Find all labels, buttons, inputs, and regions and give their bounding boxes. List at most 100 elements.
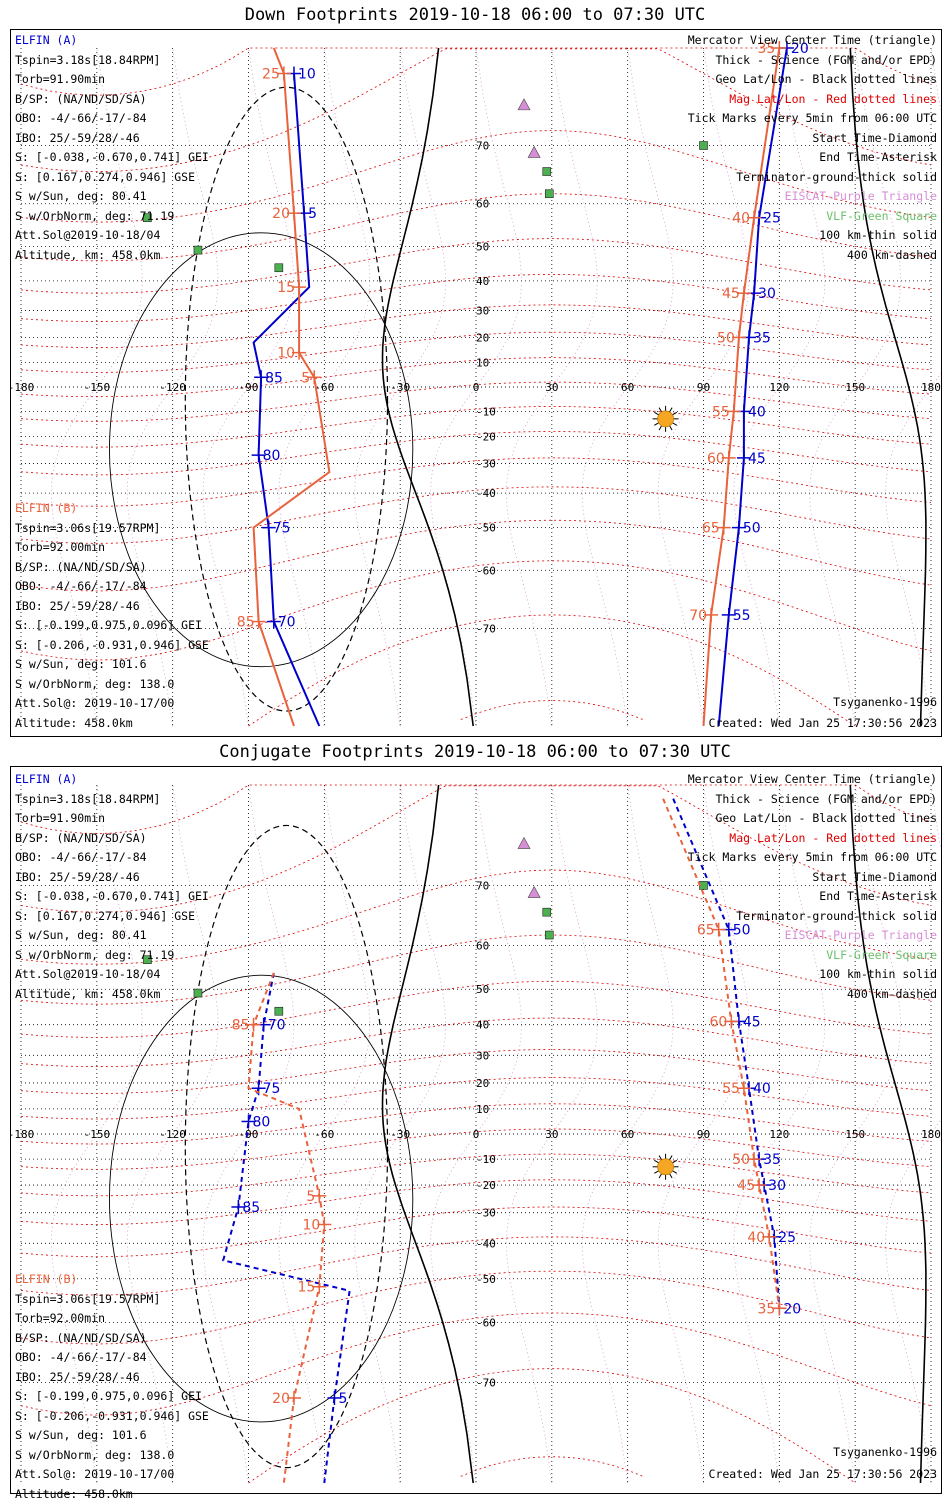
- elfin-b-info-line: Tspin=3.06s[19.57RPM]: [15, 519, 209, 539]
- sun-ray: [673, 423, 677, 426]
- time-tick-label: 85: [242, 1200, 260, 1216]
- legend-entry: 100 km-thin solid: [688, 226, 937, 246]
- elfin-a-info-line: S w/Sun, deg: 80.41: [15, 187, 209, 207]
- elfin-a-info-line: Altitude, km: 458.0km: [15, 246, 209, 266]
- elfin-b-info-line: Torb=92.00min: [15, 538, 209, 558]
- lon-tick-label: -150: [84, 381, 111, 394]
- lon-tick-label: 150: [845, 381, 865, 394]
- lon-tick-label: 0: [473, 1128, 480, 1141]
- elfin-a-info-line: S: [-0.038,-0.670,0.741] GEI: [15, 887, 209, 907]
- lat-tick-label: -70: [476, 1377, 496, 1390]
- lat-tick-label: 60: [476, 198, 489, 211]
- time-tick-label: 55: [712, 404, 730, 420]
- legend-entry: EISCAT-Purple Triangle: [688, 187, 937, 207]
- panel-title-conjugate: Conjugate Footprints 2019-10-18 06:00 to…: [0, 742, 950, 762]
- time-tick-label: 85: [237, 615, 255, 631]
- time-tick-label: 65: [702, 521, 720, 537]
- lat-tick-label: 20: [476, 1077, 489, 1090]
- legend-entry: Geo Lat/Lon - Black dotted lines: [688, 70, 937, 90]
- elfin-a-info-line: S: [0.167,0.274,0.946] GSE: [15, 168, 209, 188]
- time-tick-label: 85: [265, 370, 283, 386]
- lon-tick-label: -120: [159, 381, 186, 394]
- time-tick-label: 35: [753, 330, 771, 346]
- elfin-b-info-line: IBO: 25/-59/28/-46: [15, 597, 209, 617]
- elfin-b-info-line: S: [-0.199,0.975,0.096] GEI: [15, 616, 209, 636]
- lon-tick-label: 30: [545, 381, 558, 394]
- time-tick-label: 10: [277, 346, 295, 362]
- elfin-b-info-line: Tspin=3.06s[19.57RPM]: [15, 1290, 209, 1310]
- time-tick-label: 20: [783, 1301, 801, 1317]
- time-tick-label: 30: [758, 286, 776, 302]
- lat-tick-label: -50: [476, 522, 496, 535]
- time-tick-label: 35: [758, 1301, 776, 1317]
- elfin-a-info-down: ELFIN (A)Tspin=3.18s[18.84RPM]Torb=91.90…: [15, 31, 209, 265]
- legend-entry: VLF-Green Square: [688, 946, 937, 966]
- time-tick-label: 40: [753, 1081, 771, 1097]
- time-tick-label: 70: [268, 1018, 286, 1034]
- time-tick-label: 45: [737, 1178, 755, 1194]
- created-label-down: Created: Wed Jan 25 17:30:56 2023: [709, 716, 937, 730]
- eiscat-site-marker: [528, 146, 540, 157]
- lon-tick-label: 180: [921, 381, 941, 394]
- elfin-a-info-line: S w/OrbNorm, deg: 71.19: [15, 207, 209, 227]
- elfin-b-info-conjugate: ELFIN (B)Tspin=3.06s[19.57RPM]Torb=92.00…: [15, 1270, 209, 1504]
- elfin-a-info-line: Att.Sol@2019-10-18/04: [15, 965, 209, 985]
- time-tick-label: 40: [748, 404, 766, 420]
- elfin-b-info-line: S w/Sun, deg: 101.6: [15, 1426, 209, 1446]
- sun-ray: [670, 1174, 673, 1178]
- lon-tick-label: -60: [314, 1128, 334, 1141]
- legend-entry: Mercator View Center Time (triangle): [688, 770, 937, 790]
- elfin-a-info-line: OBO: -4/-66/-17/-84: [15, 848, 209, 868]
- eiscat-site-marker: [518, 99, 530, 110]
- lat-tick-label: -10: [476, 405, 496, 418]
- sun-ray: [659, 426, 662, 430]
- lat-tick-label: 10: [476, 1103, 489, 1116]
- elfin-a-info-line: S w/OrbNorm, deg: 71.19: [15, 946, 209, 966]
- elfin-b-info-line: Altitude: 458.0km: [15, 714, 209, 734]
- elfin-a-heading: ELFIN (A): [15, 31, 209, 51]
- sun-ray: [654, 412, 658, 415]
- legend-entry: Start Time-Diamond: [688, 868, 937, 888]
- panel-title-down: Down Footprints 2019-10-18 06:00 to 07:3…: [0, 5, 950, 25]
- lat-tick-label: 30: [476, 305, 489, 318]
- lon-tick-label: 60: [621, 381, 634, 394]
- sun-ray: [654, 1160, 658, 1163]
- lon-tick-label: 120: [769, 1128, 789, 1141]
- elfin-a-info-line: Tspin=3.18s[18.84RPM]: [15, 790, 209, 810]
- time-tick-label: 70: [278, 615, 296, 631]
- lat-tick-label: -60: [476, 564, 496, 577]
- lat-tick-label: 70: [476, 879, 489, 892]
- map-panel-conjugate: -180-150-120-90-60-300306090120150180-70…: [10, 766, 942, 1494]
- sun-icon: [658, 1159, 674, 1175]
- time-tick-label: 75: [273, 521, 291, 537]
- lat-tick-label: -30: [476, 1207, 496, 1220]
- lon-tick-label: 0: [473, 381, 480, 394]
- lon-tick-label: -150: [84, 1128, 111, 1141]
- lat-tick-label: -20: [476, 431, 496, 444]
- time-tick-label: 45: [743, 1014, 761, 1030]
- lat-tick-label: -50: [476, 1273, 496, 1286]
- lon-tick-label: -120: [159, 1128, 186, 1141]
- sun-ray: [673, 1171, 677, 1174]
- legend-entry: Thick - Science (FGM and/or EPD): [688, 790, 937, 810]
- elfin-b-info-line: OBO: -4/-66/-17/-84: [15, 1348, 209, 1368]
- sun-ray: [670, 426, 673, 430]
- time-tick-label: 80: [263, 448, 281, 464]
- legend-entry: 100 km-thin solid: [688, 965, 937, 985]
- elfin-a-info-line: B/SP: (NA/ND/SD/SA): [15, 829, 209, 849]
- map-panel-down: -180-150-120-90-60-300306090120150180-70…: [10, 29, 942, 737]
- elfin-a-heading: ELFIN (A): [15, 770, 209, 790]
- vlf-site-marker: [543, 168, 551, 176]
- created-label-conjugate: Created: Wed Jan 25 17:30:56 2023: [709, 1467, 937, 1481]
- lon-tick-label: 30: [545, 1128, 558, 1141]
- elfin-b-info-down: ELFIN (B)Tspin=3.06s[19.57RPM]Torb=92.00…: [15, 499, 209, 733]
- lon-tick-label: 60: [621, 1128, 634, 1141]
- legend-entry: VLF-Green Square: [688, 207, 937, 227]
- mag-parallel: [249, 615, 856, 726]
- legend-entry: Tick Marks every 5min from 06:00 UTC: [688, 848, 937, 868]
- lat-tick-label: 50: [476, 983, 489, 996]
- legend-entry: Tick Marks every 5min from 06:00 UTC: [688, 109, 937, 129]
- legend-entry: Mercator View Center Time (triangle): [688, 31, 937, 51]
- time-tick-label: 5: [306, 1189, 315, 1205]
- legend-entry: 400 km-dashed: [688, 246, 937, 266]
